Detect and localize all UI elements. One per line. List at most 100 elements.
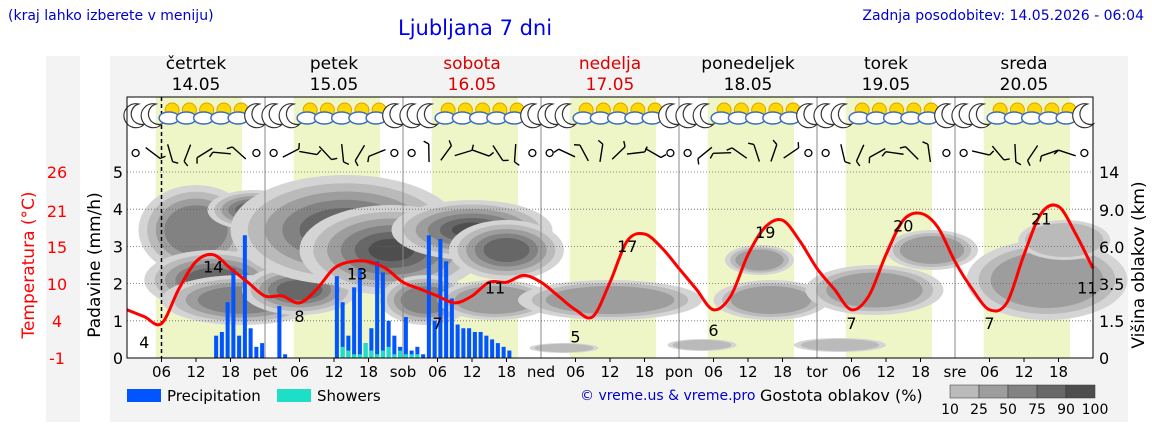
wind-barb-icon [354,144,366,167]
x-day-label: sob [390,363,417,381]
showers-bar [346,350,351,358]
precipitation-bar [392,335,397,358]
temperature-label: 6 [708,321,718,340]
cloud-height-tick-label: 1.5 [1099,312,1124,331]
day-name: sobota [443,54,501,74]
precipitation-bar [507,350,512,358]
wind-barb-icon [318,145,338,161]
moon-icon [813,103,837,129]
x-hour-label: 06 [152,363,171,381]
calm-wind-icon [131,148,140,158]
wind-barb-icon [226,146,247,160]
wind-barb-icon [644,147,667,159]
wind-barb-icon [783,142,800,159]
day-name: torek [864,54,908,74]
cloud-density-tick: 75 [1028,402,1046,418]
x-hour-label: 06 [980,363,999,381]
cloud-density-area [545,286,675,314]
precipitation-bar [254,346,259,358]
precipitation-bar [490,339,495,358]
wind-barb-icon [208,151,231,158]
x-hour-label: 18 [1049,363,1068,381]
temperature-label: 13 [347,265,367,284]
day-date: 20.05 [1000,75,1049,95]
wind-barb-icon [340,143,350,166]
wind-barb-icon [440,140,453,161]
cloud-density-swatch [1036,384,1067,399]
precipitation-bar [449,298,454,358]
showers-legend-label: Showers [317,387,381,405]
calm-wind-icon [390,148,399,158]
calm-wind-icon [821,148,830,158]
moon-icon [278,103,302,129]
calm-wind-icon [528,148,537,158]
showers-bar [380,350,385,358]
showers-bar [386,346,391,358]
moon-icon [934,103,958,129]
precipitation-legend-swatch [127,389,161,402]
wind-barb-icon [299,149,322,156]
precipitation-bar [415,346,420,358]
precipitation-bar [461,328,466,358]
wind-barb-icon [1053,149,1076,157]
precipitation-bar [501,346,506,358]
moon-icon [675,103,699,129]
x-hour-label: 12 [186,363,205,381]
temperature-label: 7 [432,314,442,333]
moon-icon [692,103,716,129]
wind-barb-icon [881,151,904,157]
precipitation-bar [334,276,339,358]
x-hour-label: 18 [221,363,240,381]
wind-barb-icon [868,148,886,164]
moon-icon [520,103,544,129]
cloud-density-area [826,272,923,308]
temperature-label: 5 [570,328,580,347]
temperature-label: 11 [1077,278,1097,297]
precipitation-bar [357,268,362,358]
wind-barb-icon [471,149,495,157]
calm-wind-icon [804,148,813,158]
cloud-height-tick-label: 9.0 [1099,201,1124,220]
wind-barb-icon [840,144,851,165]
x-hour-label: 06 [842,363,861,381]
cloud-height-tick-label: 0 [1099,349,1109,368]
day-date: 18.05 [724,75,773,95]
moon-icon [537,103,561,129]
moon-icon [261,103,285,129]
wind-barb-icon [145,147,166,160]
wind-barb-icon [899,145,919,160]
day-name: petek [310,54,358,74]
wind-barb-icon [770,139,778,162]
showers-bar [363,343,368,358]
cloud-density-tick: 100 [1082,402,1109,418]
cloud-density-swatch [949,384,980,399]
temperature-tick-label: 21 [47,202,67,221]
precipitation-bar [340,302,345,358]
x-hour-label: 12 [462,363,481,381]
temperature-tick-label: 10 [47,275,67,294]
showers-bar [340,346,345,358]
precipitation-bar [277,305,282,358]
temperature-label: 7 [984,314,994,333]
daylight-band [845,97,932,358]
precip-tick-label: 1 [113,312,123,331]
temperature-label: 4 [139,333,149,352]
temperature-tick-label: 15 [47,238,67,257]
wind-barb-icon [282,143,300,158]
wind-barb-icon [726,147,748,159]
temperature-label: 11 [485,278,505,297]
calm-wind-icon [269,148,278,158]
precipitation-bar [467,328,472,358]
moon-icon [244,103,268,129]
wind-barb-icon [492,145,509,162]
precipitation-bar [495,343,500,358]
showers-bar [415,354,420,358]
cloud-density-area [730,286,812,314]
moon-icon [416,103,440,129]
calm-wind-icon [666,148,675,158]
showers-legend-swatch [277,389,311,402]
showers-bar [375,354,380,358]
cloud-density-area [800,339,880,351]
precipitation-bar [403,317,408,358]
precipitation-bar [248,328,253,358]
